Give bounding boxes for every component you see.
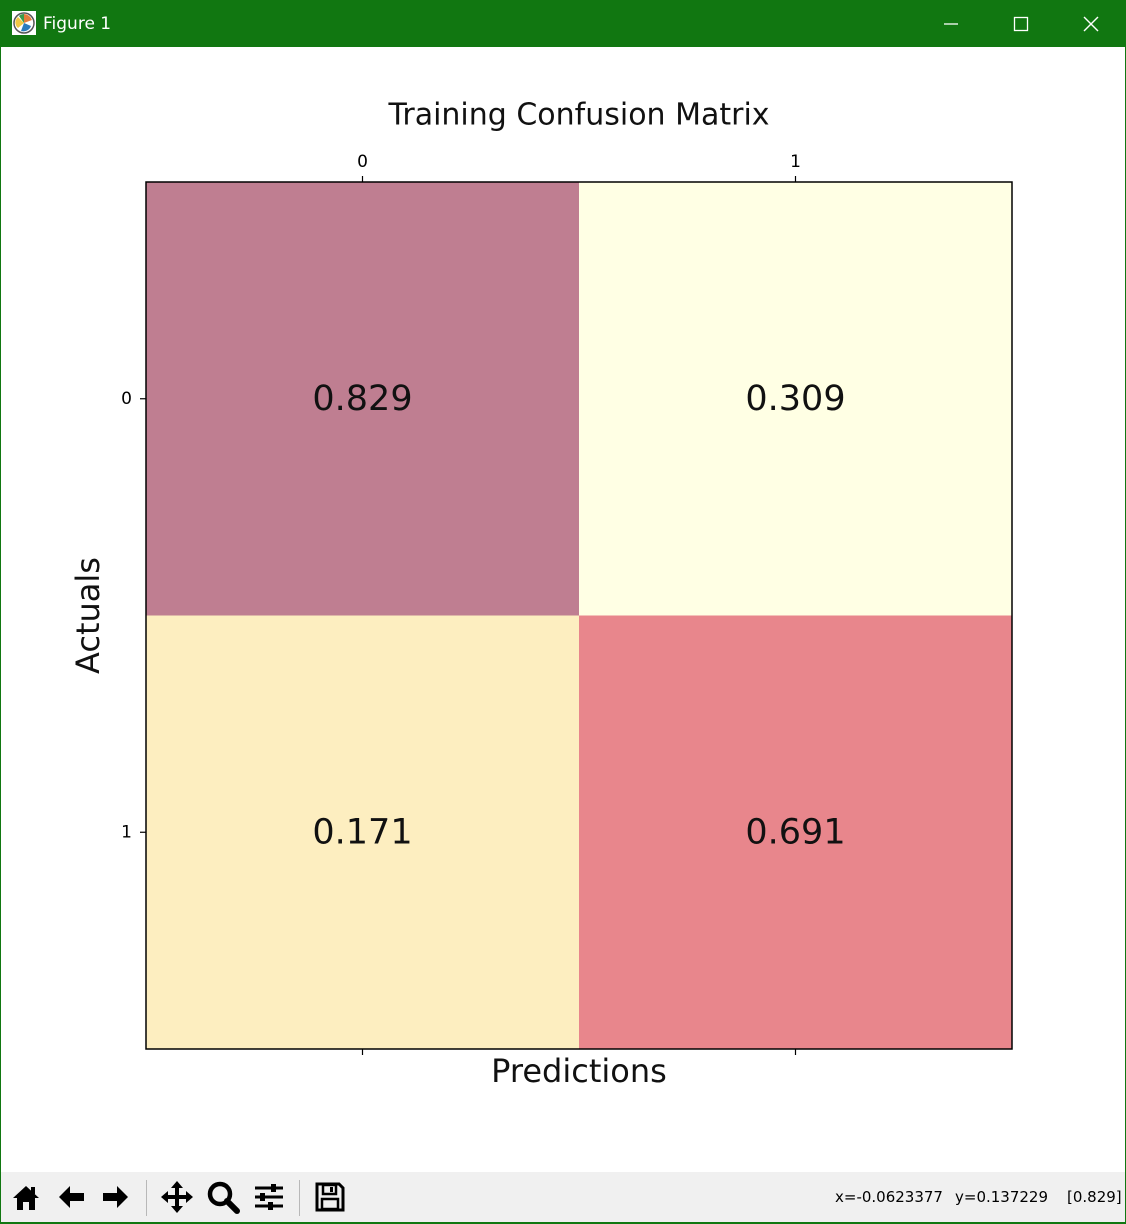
forward-icon — [103, 1186, 128, 1208]
cell-value-label: 0.829 — [312, 379, 412, 419]
back-icon — [59, 1186, 84, 1208]
configure-subplots-button[interactable] — [250, 1178, 288, 1216]
home-button[interactable] — [7, 1178, 45, 1216]
forward-button[interactable] — [97, 1178, 135, 1216]
heatmap-cell — [579, 615, 1012, 1049]
y-tick-label: 1 — [121, 822, 132, 842]
cell-value-label: 0.691 — [745, 812, 845, 852]
toolbar-separator — [146, 1180, 147, 1216]
save-button[interactable] — [311, 1178, 349, 1216]
close-icon — [1083, 16, 1099, 31]
x-tick-label: 0 — [357, 152, 368, 172]
y-axis-label: Actuals — [69, 557, 107, 674]
window-border — [0, 1222, 1126, 1224]
toolbar-separator — [299, 1180, 300, 1216]
maximize-button[interactable] — [986, 0, 1056, 47]
figure-canvas[interactable]: 0.829 0.309 0.171 0.691 0 1 0 1 Training Confusi… — [1, 47, 1125, 1172]
y-tick-label: 0 — [121, 389, 132, 409]
heatmap-cell — [146, 182, 579, 616]
cell-value-label: 0.171 — [312, 812, 412, 852]
confusion-matrix-chart: 0.829 0.309 0.171 0.691 0 1 0 1 Training Confusi… — [69, 98, 1013, 1090]
minimize-button[interactable] — [916, 0, 986, 47]
matplotlib-icon — [12, 11, 36, 35]
zoom-icon — [207, 1181, 240, 1214]
pan-icon — [161, 1181, 193, 1213]
x-axis-label: Predictions — [491, 1052, 667, 1090]
x-tick-label: 1 — [790, 152, 801, 172]
heatmap-cell — [579, 182, 1012, 616]
zoom-button[interactable] — [204, 1178, 242, 1216]
cursor-x-readout: x=-0.0623377 — [835, 1188, 943, 1206]
window-border — [0, 47, 1, 1224]
cursor-y-readout: y=0.137229 — [955, 1188, 1049, 1206]
window-title: Figure 1 — [43, 14, 112, 34]
pan-button[interactable] — [158, 1178, 196, 1216]
cursor-value-readout: [0.829] — [1067, 1188, 1122, 1206]
home-icon — [13, 1186, 39, 1210]
save-icon — [315, 1182, 345, 1212]
chart-title: Training Confusion Matrix — [387, 98, 769, 133]
window-titlebar: Figure 1 — [0, 0, 1126, 47]
heatmap-cell — [146, 615, 579, 1049]
navigation-toolbar: x=-0.0623377 y=0.137229 [0.829] — [1, 1172, 1125, 1222]
close-button[interactable] — [1056, 0, 1126, 47]
back-button[interactable] — [52, 1178, 90, 1216]
minimize-icon — [944, 22, 958, 25]
plot-frame — [145, 181, 1013, 1050]
maximize-icon — [1013, 16, 1029, 31]
cell-value-label: 0.309 — [745, 379, 845, 419]
configure-subplots-icon — [255, 1184, 283, 1210]
